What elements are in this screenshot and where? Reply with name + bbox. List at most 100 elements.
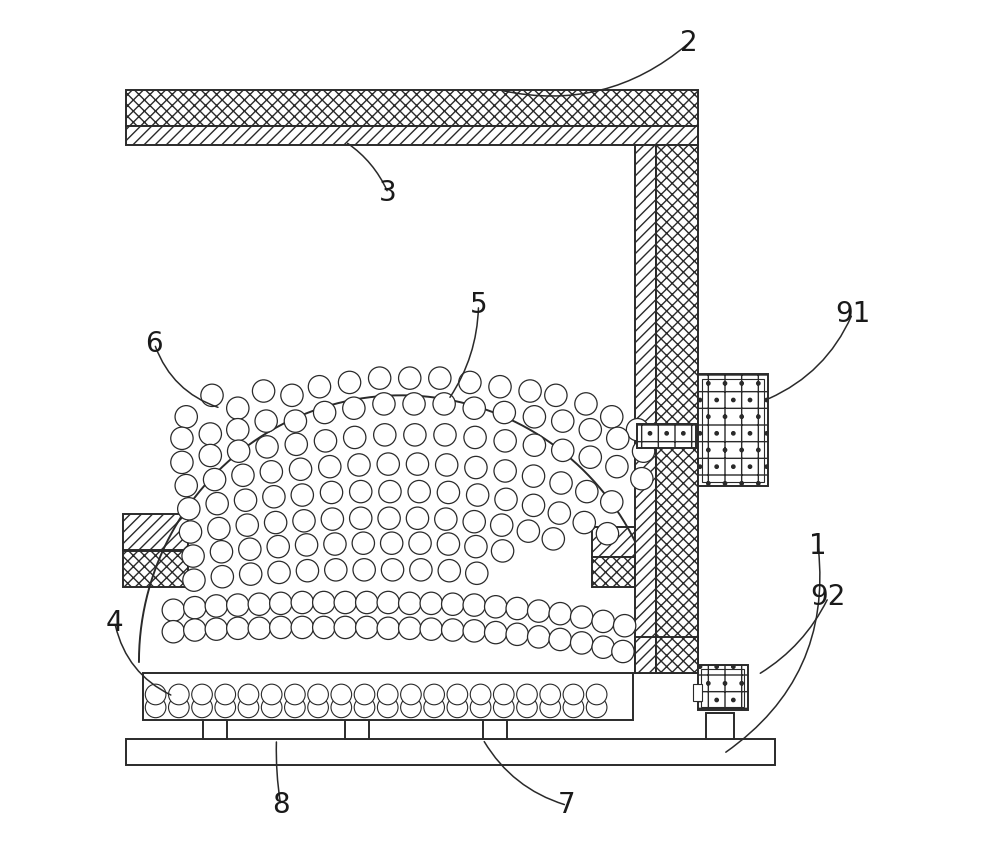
Circle shape [494,430,516,452]
Circle shape [442,593,464,615]
Bar [693,684,702,701]
Circle shape [344,426,366,449]
Circle shape [399,367,421,389]
Circle shape [348,454,370,477]
Circle shape [338,372,361,393]
Circle shape [248,593,270,615]
Circle shape [378,507,400,529]
Circle shape [162,599,185,621]
Text: 2: 2 [680,29,698,56]
Circle shape [373,392,395,415]
Circle shape [519,380,541,402]
Circle shape [404,424,426,446]
Circle shape [264,511,287,534]
Circle shape [463,620,485,642]
Circle shape [434,424,456,446]
Circle shape [550,472,572,494]
Circle shape [493,684,514,705]
Circle shape [320,481,343,503]
Circle shape [256,436,278,458]
Bar [123,551,188,587]
Circle shape [205,595,227,617]
Text: 92: 92 [811,583,846,611]
Circle shape [606,456,628,478]
Circle shape [540,684,561,705]
Text: 3: 3 [379,180,397,207]
Circle shape [437,533,460,556]
Circle shape [227,617,249,640]
Circle shape [410,559,432,581]
Circle shape [517,684,537,705]
Circle shape [169,697,189,718]
Circle shape [354,684,375,705]
Circle shape [545,385,567,406]
Bar [635,141,656,673]
Circle shape [463,510,485,533]
Circle shape [379,480,401,503]
Circle shape [399,617,421,640]
Circle shape [263,485,285,508]
Bar [698,374,768,486]
Circle shape [182,545,204,568]
Circle shape [420,618,442,641]
Circle shape [493,401,515,424]
Circle shape [240,563,262,585]
Circle shape [145,697,166,718]
Circle shape [281,385,303,406]
Circle shape [210,541,233,563]
Circle shape [592,610,614,633]
Circle shape [284,410,307,432]
Circle shape [491,540,514,562]
Circle shape [192,684,212,705]
Circle shape [208,517,230,540]
Circle shape [601,490,623,513]
Circle shape [238,684,259,705]
Circle shape [215,697,236,718]
Bar [698,665,748,710]
Text: 1: 1 [809,532,827,560]
Bar [701,668,744,707]
Circle shape [631,468,653,490]
Circle shape [321,508,344,530]
Bar [143,673,633,720]
Circle shape [268,562,290,583]
Circle shape [368,367,391,389]
Text: 91: 91 [835,299,870,327]
Circle shape [175,405,197,428]
Circle shape [517,697,537,718]
Circle shape [350,480,372,503]
Circle shape [613,615,636,637]
Circle shape [552,439,574,462]
Circle shape [464,426,486,449]
Bar [702,378,764,482]
Circle shape [466,483,489,506]
Text: 4: 4 [106,609,124,637]
Bar [592,557,635,587]
Bar [123,514,188,550]
Circle shape [570,632,593,654]
Circle shape [227,418,249,441]
Circle shape [592,636,614,658]
Circle shape [324,533,346,556]
Circle shape [236,514,258,536]
Circle shape [517,520,540,542]
Circle shape [576,480,598,503]
Circle shape [465,536,487,558]
Circle shape [184,596,206,619]
Circle shape [270,592,292,615]
Bar [345,720,369,740]
Circle shape [570,606,593,628]
Bar [203,720,227,740]
Circle shape [528,600,550,622]
Bar [126,740,775,765]
Circle shape [178,497,200,520]
Circle shape [289,458,312,480]
Bar [656,637,698,673]
Circle shape [542,528,564,550]
Circle shape [491,514,513,536]
Circle shape [291,483,313,506]
Circle shape [438,560,460,582]
Circle shape [285,684,305,705]
Circle shape [401,684,421,705]
Circle shape [227,440,250,463]
